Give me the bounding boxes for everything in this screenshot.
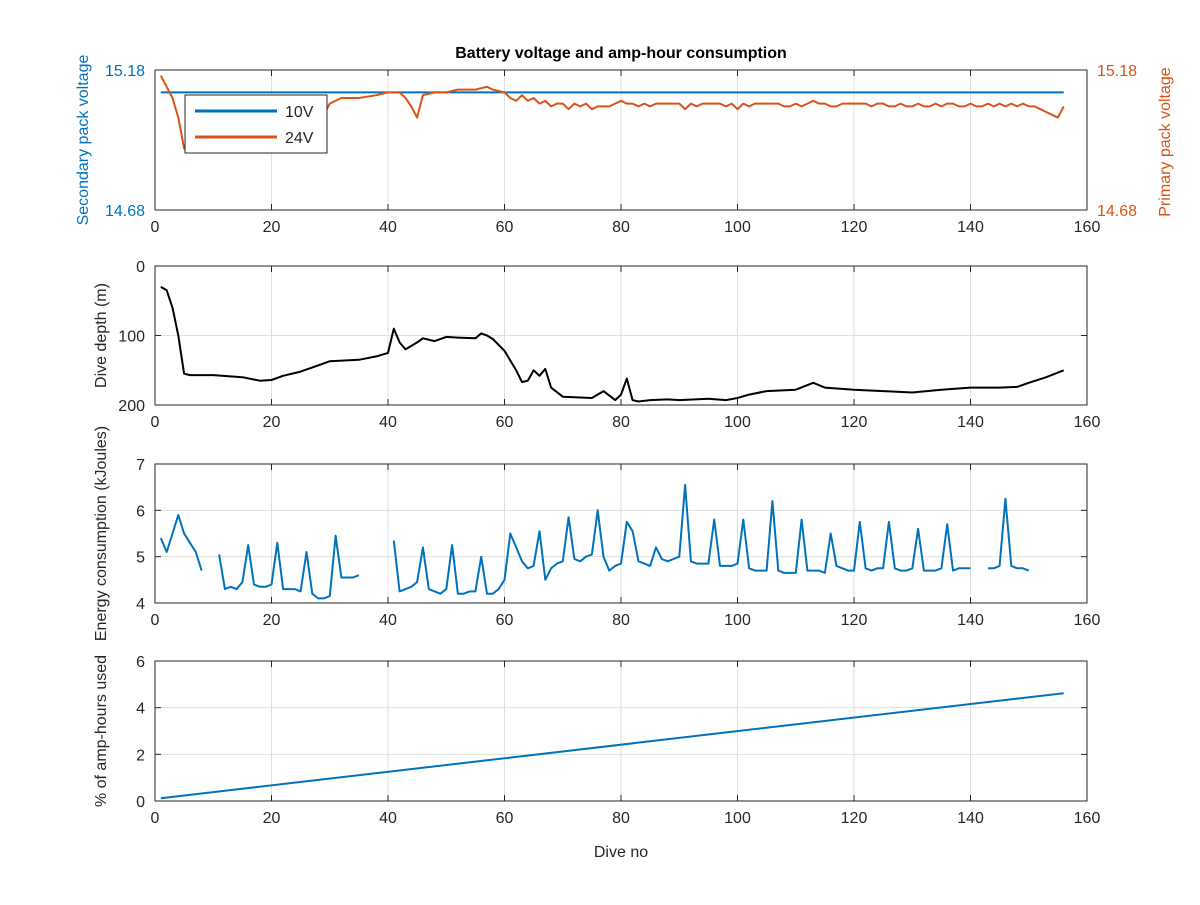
y-axis-label: Dive depth (m) bbox=[93, 283, 110, 388]
x-tick-label: 160 bbox=[1074, 414, 1101, 431]
x-tick-label: 60 bbox=[496, 612, 514, 629]
x-tick-label: 0 bbox=[151, 219, 160, 236]
y-tick-label: 7 bbox=[136, 457, 145, 474]
x-tick-label: 100 bbox=[724, 219, 751, 236]
x-tick-label: 140 bbox=[957, 612, 984, 629]
x-tick-label: 60 bbox=[496, 810, 514, 827]
x-tick-label: 20 bbox=[263, 612, 281, 629]
x-tick-label: 100 bbox=[724, 414, 751, 431]
y-axis-label: Secondary pack voltage bbox=[75, 55, 92, 226]
x-tick-label: 20 bbox=[263, 810, 281, 827]
x-tick-label: 140 bbox=[957, 219, 984, 236]
x-tick-label: 80 bbox=[612, 414, 630, 431]
legend: 10V 24V bbox=[184, 94, 328, 154]
x-tick-label: 160 bbox=[1074, 810, 1101, 827]
x-tick-label: 120 bbox=[841, 612, 868, 629]
series-line bbox=[159, 483, 1030, 600]
y-axis-label-right: Primary pack voltage bbox=[1157, 67, 1174, 216]
x-tick-label: 160 bbox=[1074, 219, 1101, 236]
x-tick-label: 140 bbox=[957, 810, 984, 827]
x-tick-label: 60 bbox=[496, 414, 514, 431]
series-line bbox=[160, 286, 1065, 403]
x-tick-label: 0 bbox=[151, 612, 160, 629]
y-tick-label-right: 15.18 bbox=[1097, 63, 1137, 80]
axes-voltage: 0 20 40 60 80 100 120 140 16014.6815.1814.6815.1… bbox=[75, 45, 1174, 236]
axes-depth: 0 20 40 60 80 100 120 140 160 0 100 200 Dive depth (… bbox=[93, 259, 1100, 431]
legend-label: 24V bbox=[285, 130, 314, 147]
x-tick-label: 20 bbox=[263, 219, 281, 236]
x-tick-label: 0 bbox=[151, 414, 160, 431]
series-line bbox=[160, 692, 1064, 800]
chart-title: Battery voltage and amp-hour consumption bbox=[455, 45, 787, 62]
x-tick-label: 100 bbox=[724, 810, 751, 827]
y-tick-label: 2 bbox=[136, 747, 145, 764]
y-tick-label-left: 14.68 bbox=[105, 203, 145, 220]
x-tick-label: 120 bbox=[841, 219, 868, 236]
x-tick-label: 40 bbox=[379, 612, 397, 629]
y-tick-label: 6 bbox=[136, 654, 145, 671]
x-tick-label: 40 bbox=[379, 810, 397, 827]
y-tick-label: 0 bbox=[136, 259, 145, 276]
y-tick-label: 4 bbox=[136, 596, 145, 613]
y-tick-label: 200 bbox=[118, 398, 145, 415]
y-tick-label: 0 bbox=[136, 794, 145, 811]
x-tick-label: 20 bbox=[263, 414, 281, 431]
x-axis-label: Dive no bbox=[594, 844, 648, 861]
y-tick-label-right: 14.68 bbox=[1097, 203, 1137, 220]
y-tick-label: 100 bbox=[118, 329, 145, 346]
legend-label: 10V bbox=[285, 104, 314, 121]
y-axis-label: % of amp-hours used bbox=[93, 655, 110, 807]
x-tick-label: 120 bbox=[841, 414, 868, 431]
series-line-24v bbox=[159, 75, 1065, 153]
x-tick-label: 0 bbox=[151, 810, 160, 827]
x-tick-label: 40 bbox=[379, 414, 397, 431]
y-tick-label: 6 bbox=[136, 503, 145, 520]
y-axis-label: Energy consumption (kJoules) bbox=[93, 426, 110, 641]
x-tick-label: 100 bbox=[724, 612, 751, 629]
axes-energy: 0 20 40 60 80 100 120 140 160 4 5 6 7 Energy consumpt… bbox=[93, 426, 1100, 641]
y-tick-label: 5 bbox=[136, 550, 145, 567]
x-tick-label: 80 bbox=[612, 810, 630, 827]
y-tick-label-left: 15.18 bbox=[105, 63, 145, 80]
axes-amphours: 0 20 40 60 80 100 120 140 160 0 2 4 6 % of amp-hours … bbox=[93, 654, 1100, 861]
x-tick-label: 40 bbox=[379, 219, 397, 236]
x-tick-label: 80 bbox=[612, 612, 630, 629]
x-tick-label: 160 bbox=[1074, 612, 1101, 629]
x-tick-label: 120 bbox=[841, 810, 868, 827]
x-tick-label: 80 bbox=[612, 219, 630, 236]
legend-box bbox=[184, 94, 328, 154]
x-tick-label: 60 bbox=[496, 219, 514, 236]
x-tick-label: 140 bbox=[957, 414, 984, 431]
y-tick-label: 4 bbox=[136, 701, 145, 718]
